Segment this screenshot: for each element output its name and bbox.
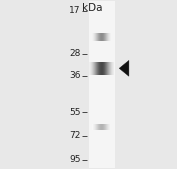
Polygon shape <box>119 61 129 76</box>
Bar <box>88 1 115 168</box>
Text: 17: 17 <box>69 6 81 15</box>
Text: 95: 95 <box>69 155 81 164</box>
Text: kDa: kDa <box>82 3 102 13</box>
Text: 55: 55 <box>69 108 81 117</box>
Text: 36: 36 <box>69 71 81 80</box>
Text: 28: 28 <box>69 50 81 58</box>
Text: 72: 72 <box>69 131 81 140</box>
